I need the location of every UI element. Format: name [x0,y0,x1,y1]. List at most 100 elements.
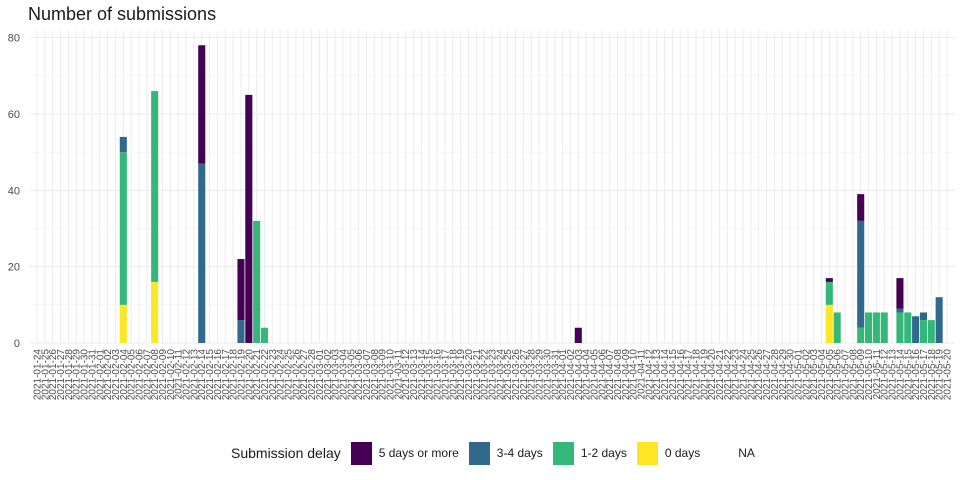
x-tick-label: 2021-04-16 [676,349,687,401]
x-tick-label: 2021-04-28 [770,349,781,401]
x-tick-label: 2021-02-15 [205,349,216,401]
y-tick-label: 60 [8,109,20,121]
x-tick-label: 2021-04-20 [707,349,718,401]
x-tick-label: 2021-02-04 [119,349,130,401]
x-tick-label: 2021-01-31 [87,349,98,401]
x-tick-label: 2021-02-22 [260,349,271,401]
legend-label-0-days: 0 days [664,446,701,460]
x-tick-label: 2021-01-24 [33,349,44,401]
x-tick-label: 2021-03-24 [495,349,506,401]
legend-item-3-4-days: 3-4 days [468,441,543,465]
x-tick-label: 2021-02-28 [307,349,318,401]
x-tick-label: 2021-03-30 [542,349,553,401]
x-tick-label: 2021-04-15 [668,349,679,401]
x-tick-label: 2021-03-18 [448,349,459,401]
x-tick-label: 2021-03-23 [488,349,499,401]
y-tick-label: 20 [8,262,20,274]
x-tick-label: 2021-02-12 [182,349,193,401]
x-tick-label: 2021-02-23 [268,349,279,401]
bar-segment-1-2-days [119,152,127,305]
bar-segment-3-4-days [857,220,865,328]
x-tick-label: 2021-05-14 [895,349,906,401]
x-tick-label: 2021-03-17 [440,349,451,401]
x-tick-label: 2021-01-28 [64,349,75,401]
x-tick-label: 2021-05-09 [856,349,867,401]
x-tick-label: 2021-01-26 [48,349,59,401]
x-tick-label: 2021-03-26 [511,349,522,401]
legend-swatch-1-2-days [552,441,574,465]
x-tick-label: 2021-01-29 [72,349,83,401]
bar-segment-3-4-days [935,297,943,343]
bar-segment-1-2-days [260,327,269,343]
x-tick-label: 2021-02-26 [291,349,302,401]
bar-segment-1-2-days [253,220,261,343]
bar-segment-3-4-days [919,312,927,321]
x-tick-label: 2021-05-18 [927,349,938,401]
x-tick-label: 2021-04-26 [754,349,765,401]
x-tick-label: 2021-03-13 [409,349,420,401]
bar-segment-0-days [119,304,127,343]
x-tick-label: 2021-03-08 [370,349,381,401]
bar-segment-1-2-days [151,91,159,282]
legend-item-na: NA [710,442,755,465]
x-tick-label: 2021-04-11 [637,349,648,400]
x-tick-label: 2021-03-05 [346,349,357,401]
x-tick-label: 2021-03-02 [323,349,334,401]
x-tick-label: 2021-03-29 [535,349,546,401]
x-tick-label: 2021-02-06 [134,349,145,401]
x-tick-label: 2021-05-16 [911,349,922,401]
x-tick-label: 2021-04-12 [644,349,655,401]
x-tick-label: 2021-04-13 [652,349,663,401]
x-tick-label: 2021-05-03 [809,349,820,401]
x-tick-label: 2021-03-25 [503,349,514,401]
x-tick-label: 2021-03-04 [338,349,349,401]
bar-segment-1-2-days [825,281,833,305]
x-tick-label: 2021-05-12 [880,349,891,401]
x-tick-label: 2021-05-05 [825,349,836,401]
x-tick-label: 2021-04-08 [613,349,624,401]
x-tick-label: 2021-03-10 [386,349,397,401]
x-tick-label: 2021-03-27 [519,349,530,401]
x-tick-label: 2021-04-29 [778,349,789,401]
x-tick-label: 2021-04-07 [605,349,616,401]
x-tick-label: 2021-02-18 [229,349,240,401]
x-tick-label: 2021-02-05 [127,349,138,401]
legend-swatch-na [710,442,731,465]
bar-segment-3-4-days [198,163,206,343]
legend-label-5-days: 5 days or more [378,446,459,460]
x-tick-label: 2021-02-10 [166,349,177,401]
x-tick-label: 2021-03-15 [425,349,436,401]
x-tick-label: 2021-05-13 [888,349,899,401]
x-tick-label: 2021-04-24 [739,349,750,401]
x-tick-label: 2021-05-07 [841,349,852,401]
x-tick-label: 2021-03-20 [464,349,475,401]
legend-item-1-2-days: 1-2 days [552,441,627,465]
x-tick-label: 2021-04-06 [597,349,608,401]
x-tick-label: 2021-02-27 [299,349,310,401]
x-tick-label: 2021-02-17 [221,349,232,401]
legend-swatch-0-days [636,441,658,465]
x-tick-label: 2021-05-20 [943,349,954,401]
x-tick-label: 2021-04-18 [691,349,702,401]
x-tick-label: 2021-02-11 [174,349,185,400]
x-tick-label: 2021-03-12 [401,349,412,401]
x-tick-label: 2021-02-02 [103,349,114,401]
x-tick-label: 2021-04-21 [715,349,726,401]
x-tick-label: 2021-04-27 [762,349,773,401]
x-tick-label: 2021-03-28 [527,349,538,401]
x-tick-label: 2021-03-01 [315,349,326,401]
x-tick-label: 2021-03-31 [550,349,561,401]
bar-segment-1-2-days [919,320,927,343]
x-tick-label: 2021-01-27 [56,349,67,401]
x-tick-label: 2021-02-24 [276,349,287,401]
x-tick-label: 2021-04-17 [684,349,695,401]
legend: Submission delay 5 days or more 3-4 days… [231,440,765,466]
x-tick-label: 2021-03-09 [378,349,389,401]
x-tick-label: 2021-05-17 [919,349,930,401]
x-tick-label: 2021-05-10 [864,349,875,401]
x-tick-label: 2021-02-16 [213,349,224,401]
x-tick-label: 2021-05-01 [793,349,804,401]
x-tick-label: 2021-04-09 [621,349,632,401]
x-tick-label: 2021-04-30 [786,349,797,401]
bar-segment-1-2-days [880,312,888,343]
